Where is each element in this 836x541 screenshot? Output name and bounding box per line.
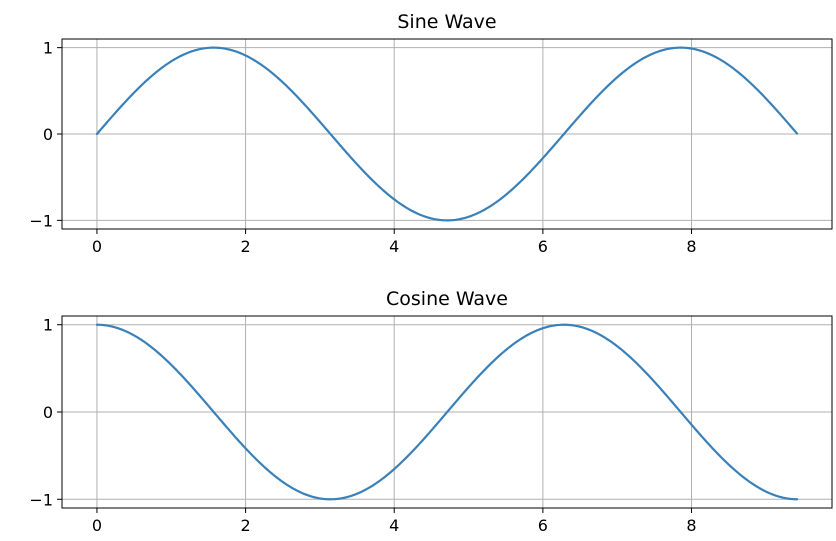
- subplot-cosine: 0 2 4 6 8 −1 0 1 Cosine Wave: [29, 288, 833, 535]
- x-tick-label: 8: [686, 516, 696, 535]
- x-tick-label: 4: [389, 516, 399, 535]
- chart-title: Sine Wave: [397, 11, 496, 33]
- y-tick-label: 0: [43, 403, 53, 422]
- x-tick-label: 6: [538, 516, 548, 535]
- cosine-series-line: [95, 323, 799, 501]
- x-tick-label: 8: [686, 237, 696, 256]
- x-tick-label: 2: [240, 237, 250, 256]
- y-tick-label: 0: [43, 125, 53, 144]
- x-tick-label: 0: [92, 237, 102, 256]
- x-tick-label: 4: [389, 237, 399, 256]
- chart-title: Cosine Wave: [386, 288, 508, 310]
- x-tick-label: 6: [538, 237, 548, 256]
- x-tick-label: 0: [92, 516, 102, 535]
- x-tick-label: 2: [240, 516, 250, 535]
- sine-series-line: [95, 46, 799, 222]
- y-tick-label: −1: [29, 211, 53, 230]
- y-tick-label: 1: [43, 39, 53, 58]
- y-tick-label: 1: [43, 316, 53, 335]
- subplot-sine: 0 2 4 6 8 −1 0 1 Sine Wave: [29, 11, 833, 256]
- y-tick-label: −1: [29, 490, 53, 509]
